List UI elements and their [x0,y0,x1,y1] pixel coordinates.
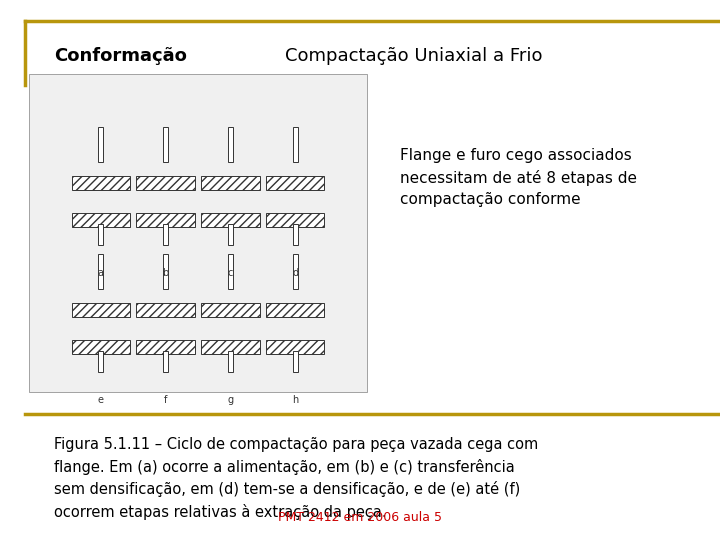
Bar [292,351,298,372]
Text: Figura 5.1.11 – Ciclo de compactação para peça vazada cega com
flange. Em (a) oc: Figura 5.1.11 – Ciclo de compactação par… [54,437,539,520]
Bar [202,213,260,227]
Text: Conformação: Conformação [54,46,187,65]
Bar [163,127,168,162]
Bar [292,224,298,245]
Bar [72,213,130,227]
Bar [228,127,233,162]
Text: b: b [163,268,168,278]
Bar [266,340,324,354]
Bar [266,213,324,227]
Bar [98,127,104,162]
Bar [228,224,233,245]
Bar [137,176,194,190]
Text: e: e [98,395,104,405]
Bar [202,340,260,354]
Bar [137,213,194,227]
Bar [266,176,324,190]
Bar [292,127,298,162]
Bar [72,176,130,190]
Bar [266,303,324,317]
Bar [72,303,130,317]
Text: h: h [292,395,298,405]
Text: Flange e furo cego associados
necessitam de até 8 etapas de
compactação conforme: Flange e furo cego associados necessitam… [400,148,636,207]
Bar [29,74,367,393]
Text: Compactação Uniaxial a Frio: Compactação Uniaxial a Frio [285,46,543,65]
Text: d: d [292,268,298,278]
Bar [98,351,104,372]
Bar [98,224,104,245]
Text: PMT 2412 em 2006 aula 5: PMT 2412 em 2006 aula 5 [278,510,442,523]
Bar [163,351,168,372]
Bar [163,224,168,245]
Bar [72,340,130,354]
Bar [98,254,104,289]
Bar [137,340,194,354]
Bar [228,254,233,289]
Text: a: a [98,268,104,278]
Bar [163,254,168,289]
Bar [202,303,260,317]
Bar [292,254,298,289]
Text: g: g [228,395,233,405]
Text: f: f [164,395,167,405]
Bar [228,351,233,372]
Bar [137,303,194,317]
Bar [202,176,260,190]
Text: c: c [228,268,233,278]
